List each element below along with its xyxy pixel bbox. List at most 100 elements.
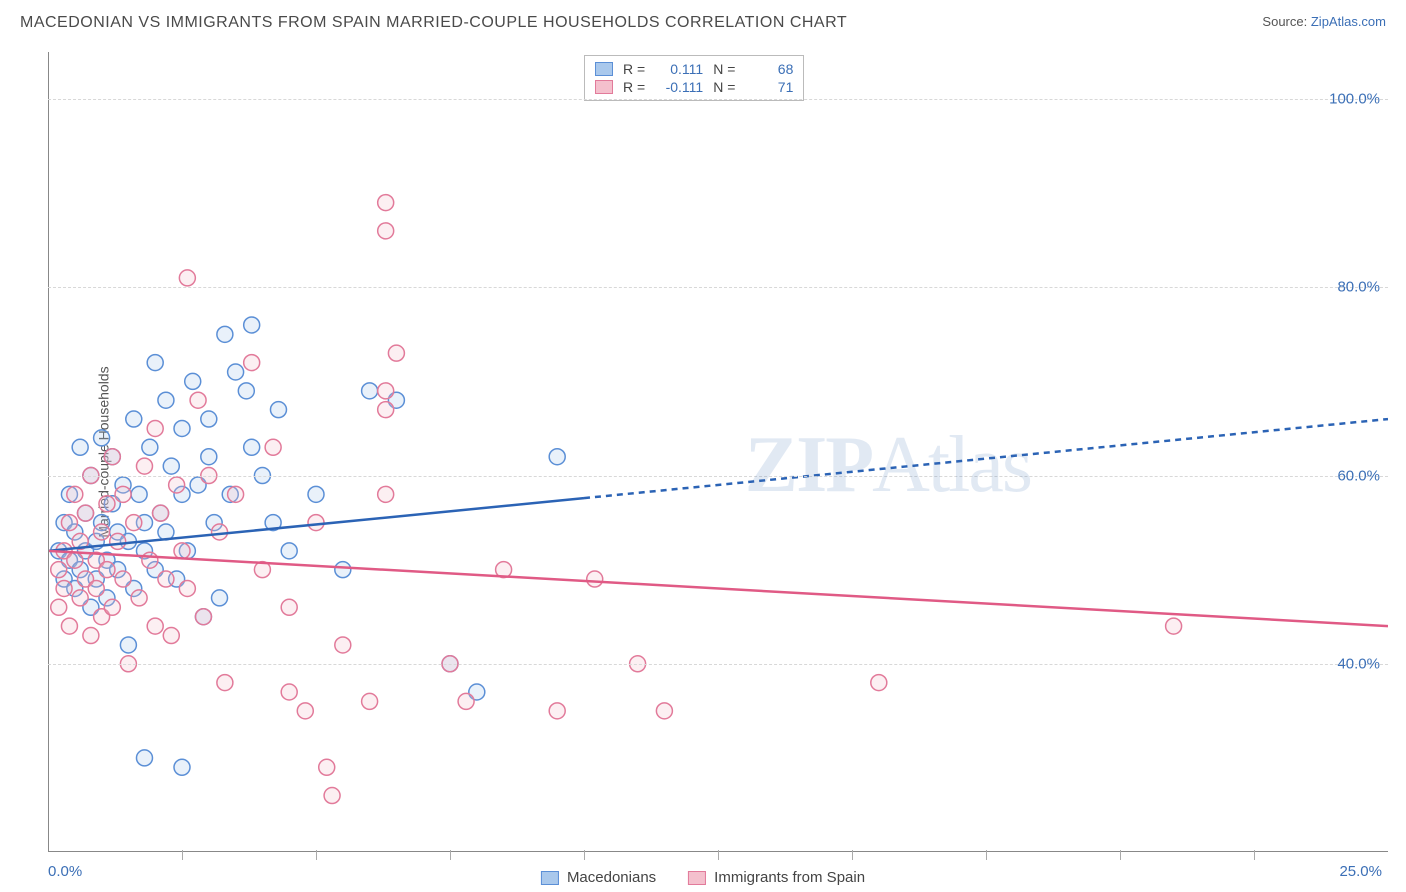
scatter-point <box>217 326 233 342</box>
r-value: -0.111 <box>655 79 703 95</box>
scatter-point <box>104 449 120 465</box>
scatter-point <box>335 562 351 578</box>
scatter-point <box>179 580 195 596</box>
scatter-point <box>99 562 115 578</box>
series-swatch <box>541 871 559 885</box>
correlation-legend: R =0.111N =68R =-0.111N =71 <box>584 55 804 101</box>
scatter-point <box>120 637 136 653</box>
scatter-point <box>115 571 131 587</box>
x-tick <box>182 850 183 860</box>
scatter-point <box>126 411 142 427</box>
scatter-point <box>147 420 163 436</box>
scatter-point <box>131 590 147 606</box>
scatter-point <box>308 515 324 531</box>
scatter-point <box>212 590 228 606</box>
scatter-point <box>174 543 190 559</box>
trend-line <box>584 419 1388 498</box>
scatter-point <box>319 759 335 775</box>
scatter-point <box>587 571 603 587</box>
series-legend: Macedonians Immigrants from Spain <box>541 869 865 886</box>
x-tick <box>718 850 719 860</box>
scatter-point <box>228 364 244 380</box>
scatter-point <box>362 693 378 709</box>
scatter-point <box>244 317 260 333</box>
scatter-point <box>94 430 110 446</box>
scatter-point <box>378 402 394 418</box>
y-tick-label: 40.0% <box>1337 655 1380 672</box>
n-value: 71 <box>745 79 793 95</box>
chart-title: MACEDONIAN VS IMMIGRANTS FROM SPAIN MARR… <box>20 14 847 32</box>
x-tick <box>316 850 317 860</box>
scatter-point <box>147 355 163 371</box>
x-tick <box>450 850 451 860</box>
scatter-point <box>78 505 94 521</box>
gridline <box>48 476 1388 477</box>
scatter-point <box>378 383 394 399</box>
scatter-point <box>270 402 286 418</box>
series-swatch <box>595 80 613 94</box>
y-tick-label: 100.0% <box>1329 91 1380 108</box>
series-swatch <box>595 62 613 76</box>
scatter-point <box>549 703 565 719</box>
y-tick-label: 60.0% <box>1337 467 1380 484</box>
n-label: N = <box>713 61 735 77</box>
scatter-point <box>94 524 110 540</box>
x-tick <box>986 850 987 860</box>
legend-item: Macedonians <box>541 869 656 886</box>
scatter-point <box>169 477 185 493</box>
correlation-row: R =0.111N =68 <box>595 60 793 78</box>
scatter-point <box>83 628 99 644</box>
series-swatch <box>688 871 706 885</box>
scatter-point <box>142 552 158 568</box>
scatter-point <box>656 703 672 719</box>
scatter-point <box>297 703 313 719</box>
scatter-point <box>458 693 474 709</box>
scatter-point <box>174 420 190 436</box>
scatter-point <box>163 628 179 644</box>
x-tick <box>1120 850 1121 860</box>
x-tick <box>584 850 585 860</box>
source-link[interactable]: ZipAtlas.com <box>1311 14 1386 29</box>
x-tick-label: 0.0% <box>48 863 82 880</box>
scatter-point <box>147 618 163 634</box>
scatter-point <box>88 580 104 596</box>
scatter-point <box>110 533 126 549</box>
y-axis <box>48 52 49 852</box>
scatter-point <box>244 355 260 371</box>
scatter-point <box>61 515 77 531</box>
trend-line <box>48 551 1388 626</box>
scatter-point <box>190 392 206 408</box>
scatter-point <box>174 759 190 775</box>
scatter-point <box>56 580 72 596</box>
scatter-point <box>115 486 131 502</box>
source-label: Source: <box>1262 14 1307 29</box>
scatter-point <box>158 571 174 587</box>
gridline <box>48 99 1388 100</box>
y-tick-label: 80.0% <box>1337 279 1380 296</box>
scatter-point <box>201 411 217 427</box>
scatter-point <box>67 486 83 502</box>
scatter-point <box>238 383 254 399</box>
scatter-point <box>185 373 201 389</box>
scatter-point <box>871 675 887 691</box>
scatter-point <box>217 675 233 691</box>
scatter-point <box>228 486 244 502</box>
gridline <box>48 664 1388 665</box>
scatter-point <box>281 543 297 559</box>
scatter-point <box>308 486 324 502</box>
scatter-point <box>244 439 260 455</box>
scatter-point <box>265 439 281 455</box>
scatter-point <box>153 505 169 521</box>
scatter-point <box>51 562 67 578</box>
r-value: 0.111 <box>655 61 703 77</box>
r-label: R = <box>623 61 645 77</box>
scatter-point <box>281 684 297 700</box>
scatter-point <box>136 458 152 474</box>
scatter-point <box>212 524 228 540</box>
scatter-point <box>1166 618 1182 634</box>
scatter-point <box>126 515 142 531</box>
n-label: N = <box>713 79 735 95</box>
legend-item: Immigrants from Spain <box>688 869 865 886</box>
scatter-point <box>104 599 120 615</box>
scatter-point <box>324 788 340 804</box>
